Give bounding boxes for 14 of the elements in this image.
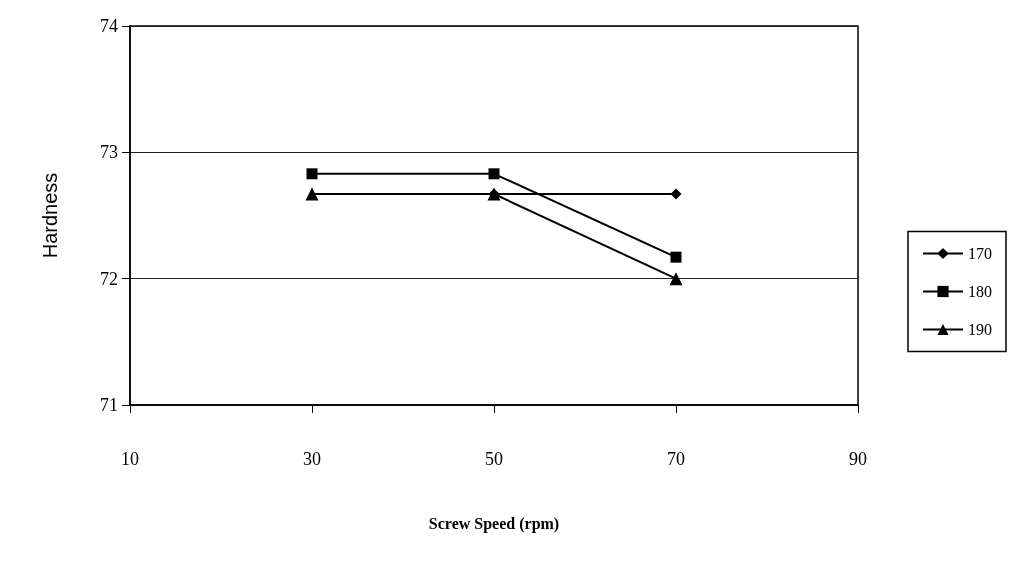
x-tick-label: 30	[303, 449, 321, 469]
x-axis-title: Screw Speed (rpm)	[428, 514, 560, 533]
y-tick-label: 73	[100, 142, 118, 163]
x-tick-label: 10	[121, 449, 139, 469]
x-tick-label: 50	[485, 449, 503, 469]
y-tick-label: 74	[100, 16, 118, 36]
x-tick-label: 70	[667, 449, 685, 469]
legend-label: 190	[968, 321, 992, 338]
y-tick-label: 72	[100, 268, 118, 289]
y-axis-title: Hardness	[39, 172, 61, 259]
legend-label: 170	[968, 245, 992, 262]
x-tick-label: 90	[849, 449, 867, 469]
legend-label: 180	[968, 283, 992, 300]
y-tick-label: 71	[100, 395, 118, 415]
